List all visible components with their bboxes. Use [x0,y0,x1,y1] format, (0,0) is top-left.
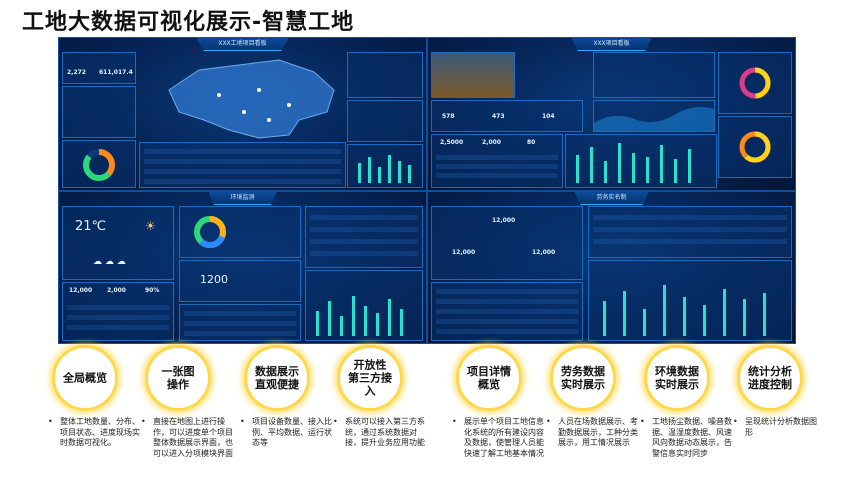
page-title: 工地大数据可视化展示-智慧工地 [22,10,355,35]
chart-box [347,144,423,188]
feature-circle: 统计分析 进度控制 [737,345,803,411]
weather-box: 21℃ ☀ ☁ ☁ ☁ [62,206,174,280]
feature-description: 系统可以接入第三方系统，通过系统数据对接，提升业务应用功能 [333,417,431,449]
chart-box [305,270,423,341]
feature-description: 整体工地数量、分布、项目状态、进度现场实时数据可视化。 [48,417,146,449]
panel-title: XXX项目看板 [571,38,652,51]
line-chart [594,107,714,131]
gauge-box [718,52,792,114]
feature-label: 开放性 第三方接入 [348,358,392,398]
stat-value: 80 [527,139,536,146]
donut-chart [83,149,115,181]
line-box [593,100,715,132]
bar-chart [576,143,691,183]
table-box [179,304,301,341]
weather-icon: ☀ [145,219,156,233]
feature-circle: 数据展示 直观便捷 [244,345,310,411]
stat-box [62,86,136,138]
feature-circle: 劳务数据 实时展示 [550,345,616,411]
donut-box [179,206,301,258]
panel-project-board: XXX项目看板 578 473 104 2,5000 2,000 80 [427,37,796,191]
stat-value: 2,5000 [440,139,464,146]
donut-chart [194,216,226,248]
gauge-box [62,140,136,188]
feature-description: 人员在场数据展示、考勤数据展示，工种分类展示，用工情况展示 [546,417,644,449]
feature-description: 直接在地图上进行操作，可以进度单个项目整体数据展示界面，也可以进入分项模块界面 [141,417,239,459]
list-box [347,52,423,98]
panel-title: XXX工地项目看板 [196,38,289,51]
feature-global-overview: 全局概览 整体工地数量、分布、项目状态、进度现场实时数据可视化。 [48,345,158,449]
table-box [431,282,583,341]
stat-value: 12,000 [492,217,516,224]
bar-box [347,100,423,142]
stat-value: 1200 [200,273,228,286]
feature-circle: 全局概览 [52,345,118,411]
stat-value: 12,000 [532,249,556,256]
feature-description: 项目设备数量、接入比例、平均数据、运行状态等 [240,417,338,449]
cloud-icon: ☁ ☁ ☁ [93,257,126,267]
feature-circle: 项目详情 概览 [456,345,522,411]
donut-chart [739,131,771,163]
dashboard-collage: XXX工地项目看板 2,272 611,017.4 XXX项目看板 [58,37,796,344]
chart-box [565,134,717,188]
stat-value: 12,000 [452,249,476,256]
feature-label: 数据展示 直观便捷 [255,365,299,391]
feature-circle: 开放性 第三方接入 [337,345,403,411]
list-box [305,206,423,268]
feature-label: 统计分析 进度控制 [748,365,792,391]
feature-description: 呈现统计分析数据图形 [733,417,821,438]
feature-label: 全局概览 [63,371,107,385]
feature-label: 项目详情 概览 [467,365,511,391]
photo-box [431,52,515,98]
stat-box: 2,272 611,017.4 [62,52,136,84]
feature-circle: 环境数据 实时展示 [644,345,710,411]
table-box [139,142,346,188]
panel-title: 劳务实名制 [574,192,649,205]
panel-labor: 劳务实名制 12,000 12,000 12,000 [427,191,796,344]
bar-chart [358,155,411,183]
attendance-box: 12,000 12,000 12,000 [431,206,583,280]
feature-description: 展示单个项目工地信息化系统的所有建设内容及数据，使管理人员能快速了解工地基本情况 [452,417,550,459]
stats-box: 12,000 2,000 90% [62,282,174,341]
stat-value: 578 [442,113,455,120]
stat-value: 12,000 [69,287,93,294]
stat-value: 611,017.4 [99,69,133,76]
china-map [168,59,335,139]
feature-circle: 一张图 操作 [145,345,211,411]
feature-label: 一张图 操作 [161,365,195,391]
panel-environment: 环境监测 21℃ ☀ ☁ ☁ ☁ 12,000 2,000 90% 1200 [58,191,427,344]
table-box: 2,5000 2,000 80 [431,134,563,188]
stat-value: 2,000 [107,287,126,294]
feature-label: 环境数据 实时展示 [655,365,699,391]
donut-chart [739,67,771,99]
feature-description: 工地扬尘数据、噪音数据、温湿度数据、风速风向数据动态展示，告警信息实时同步 [640,417,738,459]
temperature-value: 21℃ [75,219,107,234]
stat-value: 2,000 [482,139,501,146]
bar-chart [316,296,403,336]
chart-box [588,260,792,341]
stat-value: 90% [145,287,160,294]
stat-value: 2,272 [67,69,86,76]
bar-chart [603,285,766,336]
feature-label: 劳务数据 实时展示 [561,365,605,391]
list-box [588,206,792,258]
count-box: 1200 [179,260,301,302]
stat-value: 473 [492,113,505,120]
panel-map-overview: XXX工地项目看板 2,272 611,017.4 [58,37,427,191]
stats-box: 578 473 104 [431,100,583,132]
stat-value: 104 [542,113,555,120]
panel-title: 环境监测 [208,192,277,205]
device-box [593,52,715,98]
gauge-box [718,116,792,178]
